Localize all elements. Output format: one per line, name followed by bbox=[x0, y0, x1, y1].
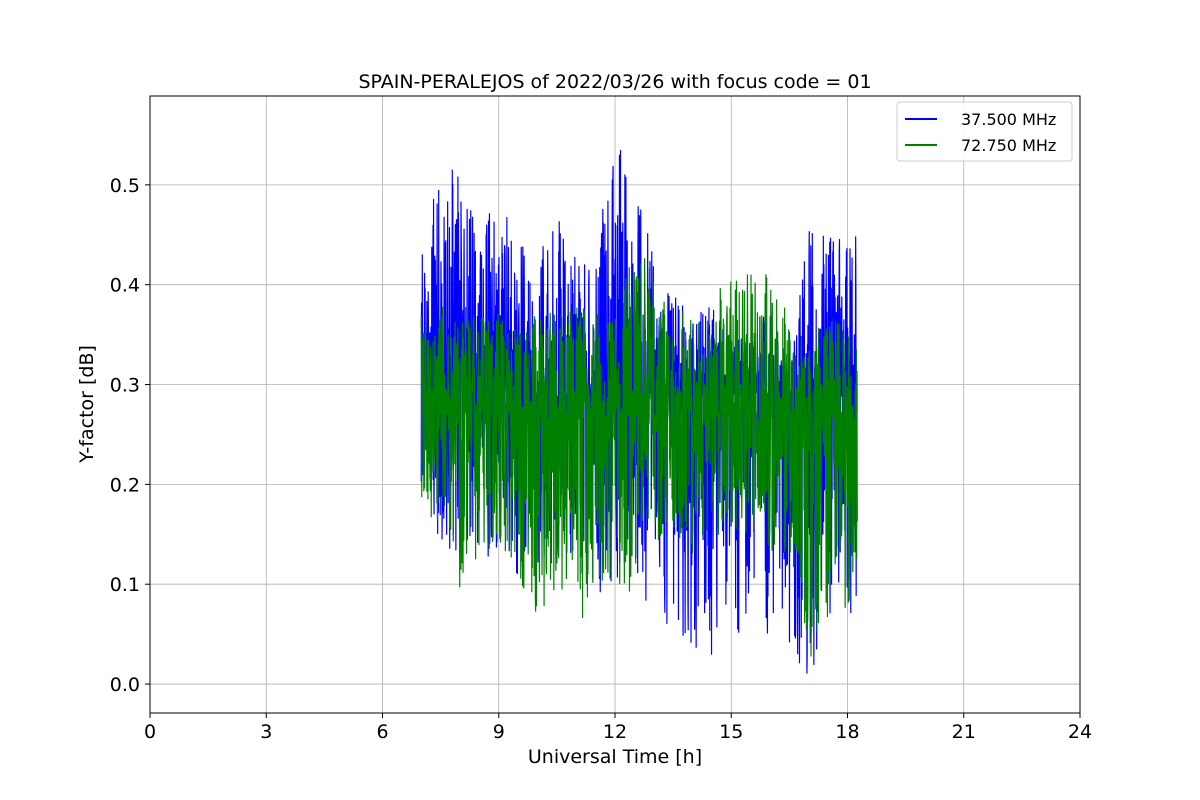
y-tick-label: 0.0 bbox=[110, 674, 140, 696]
x-tick-label: 6 bbox=[376, 721, 388, 743]
y-tick-label: 0.2 bbox=[110, 474, 140, 496]
tick-marks bbox=[145, 184, 1081, 718]
legend-box bbox=[896, 101, 1073, 162]
x-tick-label: 9 bbox=[493, 721, 505, 743]
tick-labels: 0 3 6 9 12 15 18 21 24 0.0 0.1 0.2 0.3 0.4 0.5 bbox=[110, 175, 1092, 743]
x-axis-label: Universal Time [h] bbox=[528, 746, 702, 768]
y-axis-label: Y-factor [dB] bbox=[76, 345, 98, 464]
x-tick-label: 21 bbox=[952, 721, 976, 743]
x-tick-label: 24 bbox=[1068, 721, 1092, 743]
series-line-2 bbox=[420, 258, 858, 657]
plot-area bbox=[420, 149, 858, 674]
legend-label-series-2: 72.750 MHz bbox=[961, 136, 1056, 155]
x-tick-label: 12 bbox=[603, 721, 627, 743]
x-tick-label: 15 bbox=[719, 721, 743, 743]
x-tick-label: 0 bbox=[144, 721, 156, 743]
legend-label-series-1: 37.500 MHz bbox=[961, 110, 1056, 129]
y-tick-label: 0.3 bbox=[110, 375, 140, 397]
chart-title: SPAIN-PERALEJOS of 2022/03/26 with focus… bbox=[358, 71, 871, 93]
y-tick-label: 0.5 bbox=[110, 175, 140, 197]
y-tick-label: 0.1 bbox=[110, 574, 140, 596]
x-tick-label: 18 bbox=[835, 721, 859, 743]
legend: 37.500 MHz 72.750 MHz bbox=[896, 101, 1073, 162]
y-tick-label: 0.4 bbox=[110, 275, 140, 297]
x-tick-label: 3 bbox=[260, 721, 272, 743]
